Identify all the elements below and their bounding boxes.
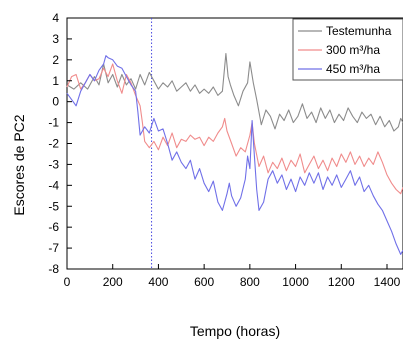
axis-layer: 0 200 400 600 800 1000 1200 1400 4 3 2 1 0 -1 -2 -3 -4 -5… bbox=[48, 11, 400, 289]
y-tick-label: -6 bbox=[48, 220, 59, 234]
legend-label: 450 m³/ha bbox=[326, 62, 380, 76]
y-tick-label: -8 bbox=[48, 262, 59, 276]
series-line-2 bbox=[66, 55, 403, 255]
y-tick-label: -5 bbox=[48, 199, 59, 213]
x-tick-label: 800 bbox=[240, 275, 260, 289]
series-line-1 bbox=[66, 63, 403, 195]
legend: Testemunha 300 m³/ha 450 m³/ha bbox=[292, 18, 403, 81]
x-tick-label: 600 bbox=[194, 275, 214, 289]
legend-label: Testemunha bbox=[326, 24, 392, 38]
y-tick-label: -7 bbox=[48, 241, 59, 255]
x-tick-label: 0 bbox=[64, 275, 71, 289]
x-tick-label: 1400 bbox=[374, 275, 401, 289]
x-tick-label: 1200 bbox=[328, 275, 355, 289]
x-tick-label: 200 bbox=[103, 275, 123, 289]
legend-label: 300 m³/ha bbox=[326, 43, 380, 57]
x-axis-label: Tempo (horas) bbox=[190, 323, 280, 339]
x-tick-label: 400 bbox=[148, 275, 168, 289]
y-axis-label: Escores de PC2 bbox=[11, 114, 27, 215]
y-tick-label: 4 bbox=[52, 11, 59, 25]
series-line-0 bbox=[66, 53, 403, 132]
y-tick-label: -1 bbox=[48, 116, 59, 130]
y-tick-label: -3 bbox=[48, 157, 59, 171]
y-tick-label: 1 bbox=[52, 74, 59, 88]
y-tick-label: -4 bbox=[48, 178, 59, 192]
y-tick-label: 2 bbox=[52, 53, 59, 67]
x-tick-label: 1000 bbox=[282, 275, 309, 289]
series-layer bbox=[66, 18, 403, 269]
y-tick-label: -2 bbox=[48, 137, 59, 151]
y-tick-label: 3 bbox=[52, 32, 59, 46]
y-tick-label: 0 bbox=[52, 95, 59, 109]
